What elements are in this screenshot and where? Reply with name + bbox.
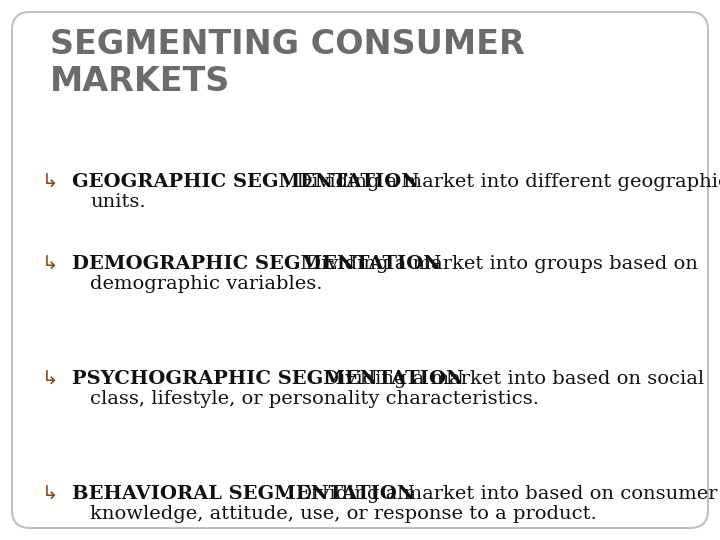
Text: MARKETS: MARKETS (50, 65, 230, 98)
Text: BEHAVIORAL SEGMENTATION: BEHAVIORAL SEGMENTATION (72, 485, 415, 503)
Text: SEGMENTING CONSUMER: SEGMENTING CONSUMER (50, 28, 525, 61)
FancyBboxPatch shape (12, 12, 708, 528)
Text: . Dividing a market into based on social: . Dividing a market into based on social (311, 370, 704, 388)
Text: knowledge, attitude, use, or response to a product.: knowledge, attitude, use, or response to… (90, 505, 597, 523)
Text: . Dividing a market into groups based on: . Dividing a market into groups based on (293, 255, 698, 273)
Text: demographic variables.: demographic variables. (90, 275, 323, 293)
Text: ↳: ↳ (42, 173, 58, 192)
Text: GEOGRAPHIC SEGMENTATION: GEOGRAPHIC SEGMENTATION (72, 173, 419, 191)
Text: . Dividing a market into different geographical: . Dividing a market into different geogr… (284, 173, 720, 191)
Text: PSYCHOGRAPHIC SEGMENTATION: PSYCHOGRAPHIC SEGMENTATION (72, 370, 464, 388)
Text: ↳: ↳ (42, 485, 58, 504)
Text: units.: units. (90, 193, 145, 211)
Text: DEMOGRAPHIC SEGMENTATION: DEMOGRAPHIC SEGMENTATION (72, 255, 441, 273)
Text: class, lifestyle, or personality characteristics.: class, lifestyle, or personality charact… (90, 390, 539, 408)
Text: . Dividing a market into based on consumer: . Dividing a market into based on consum… (284, 485, 717, 503)
Text: ↳: ↳ (42, 255, 58, 274)
Text: ↳: ↳ (42, 370, 58, 389)
